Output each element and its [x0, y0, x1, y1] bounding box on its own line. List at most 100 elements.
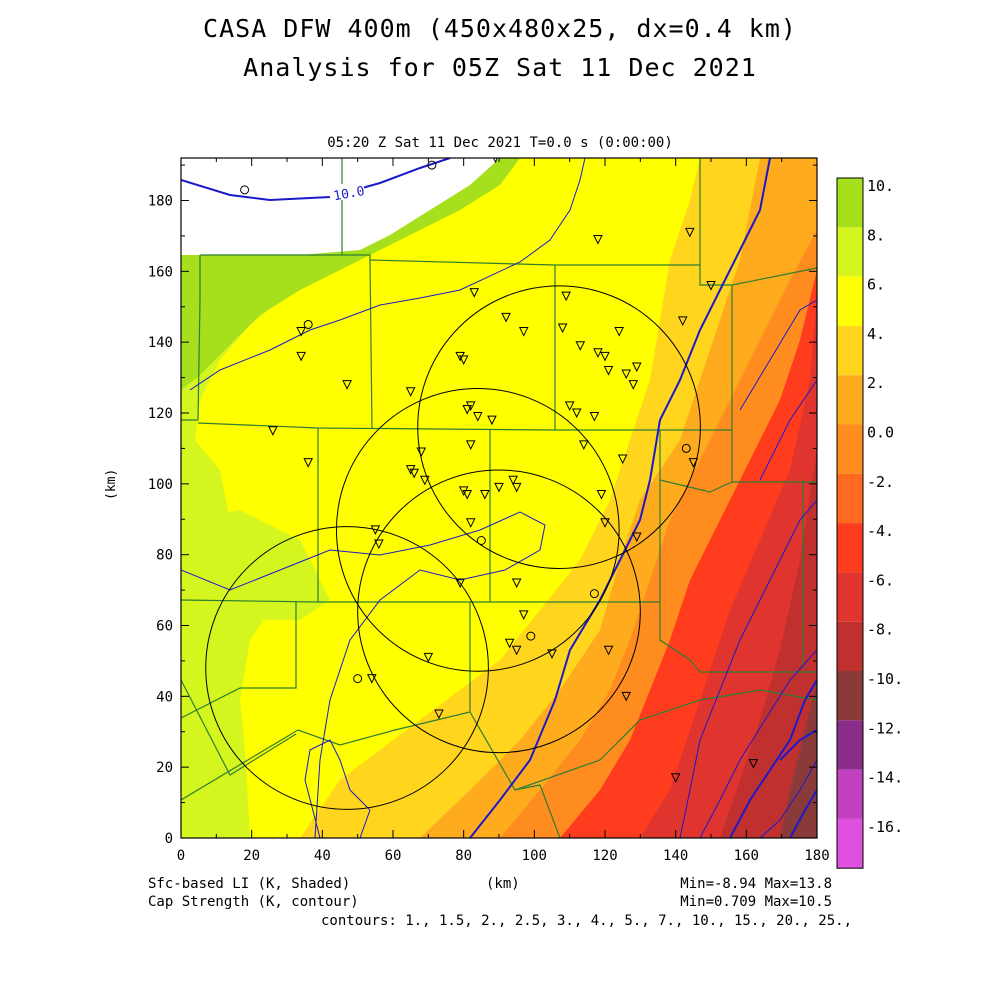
station-triangle	[564, 401, 575, 412]
station-triangle	[303, 458, 314, 468]
station-triangle	[511, 482, 522, 493]
station-triangle	[596, 489, 607, 500]
x-tick-label: 100	[522, 848, 547, 864]
x-tick-label: 0	[177, 848, 185, 864]
station-triangle	[511, 578, 522, 589]
colorbar-swatch	[837, 621, 863, 671]
y-tick-label: 140	[148, 335, 173, 351]
colorbar-label: -16.	[867, 818, 903, 836]
station-circle	[476, 536, 486, 545]
y-axis-label: (km)	[104, 468, 119, 500]
station-triangle	[578, 440, 589, 450]
radar-ring	[335, 388, 620, 672]
station-triangle	[465, 440, 476, 450]
colorbar-swatch	[837, 325, 863, 376]
radar-range-rings	[205, 285, 701, 810]
colorbar-label: 2.	[867, 374, 885, 392]
x-tick-label: 20	[243, 848, 260, 864]
x-tick-label: 60	[385, 848, 402, 864]
map-title: CASA DFW 400m (450x480x25, dx=0.4 km)	[203, 14, 797, 43]
station-triangle	[518, 327, 529, 337]
station-triangle	[617, 454, 628, 465]
station-circle	[526, 631, 536, 641]
contour-levels: contours: 1., 1.5, 2., 2.5, 3., 4., 5., …	[320, 913, 852, 929]
station-triangle	[268, 426, 278, 436]
colorbar-swatch	[837, 276, 863, 326]
li-band-10	[181, 158, 500, 255]
colorbar-swatch	[837, 572, 863, 622]
colorbar-label: 8.	[867, 226, 885, 244]
station-circle	[589, 589, 599, 599]
y-tick-label: 180	[148, 194, 173, 210]
shaded-field	[181, 158, 817, 838]
li-band-m10	[780, 680, 817, 838]
y-tick-label: 0	[165, 831, 173, 847]
station-triangle	[458, 355, 469, 365]
colorbar-swatch	[837, 671, 863, 721]
colorbar-label: -10.	[867, 670, 903, 688]
station-triangle	[423, 652, 434, 663]
station-triangle	[547, 649, 557, 659]
station-triangle	[501, 312, 511, 323]
station-triangle	[419, 475, 430, 486]
colorbar-label: 0.0	[867, 424, 894, 442]
colorbar: 10. 8. 6. 4. 2. 0.0 -2. -4. -6. -8. -10. -12. -14. -1…	[836, 177, 903, 869]
contour-stats: Min=0.709 Max=10.5	[680, 894, 832, 910]
x-tick-label: 140	[663, 848, 688, 864]
x-axis-label: (km)	[486, 876, 520, 892]
contour-label: 10.0	[332, 184, 365, 204]
station-triangle	[621, 369, 632, 380]
station-circle	[303, 319, 313, 329]
station-triangle	[593, 234, 603, 245]
colorbar-label: -14.	[867, 769, 903, 787]
station-triangle	[374, 539, 384, 550]
station-triangle	[416, 447, 427, 458]
station-circle	[353, 674, 363, 684]
station-circle	[681, 443, 691, 453]
colorbar-label: -8.	[867, 621, 894, 639]
station-triangle	[603, 645, 614, 656]
colorbar-swatch	[837, 178, 863, 228]
station-triangle	[494, 482, 504, 493]
colorbar-frame	[836, 177, 864, 869]
station-triangle	[508, 475, 518, 486]
station-triangle	[455, 578, 465, 589]
colorbar-label: -2.	[867, 473, 894, 491]
station-triangle	[465, 518, 476, 528]
station-triangle	[472, 412, 483, 422]
station-triangle	[677, 316, 688, 327]
station-triangle	[589, 412, 600, 422]
station-triangle	[511, 645, 522, 656]
station-triangle	[631, 532, 642, 543]
station-triangle	[518, 610, 529, 620]
station-triangle	[628, 380, 639, 390]
station-triangle	[621, 691, 632, 702]
station-triangle	[405, 387, 416, 397]
station-triangle	[614, 327, 624, 337]
y-tick-label: 20	[156, 760, 173, 776]
x-tick-label: 40	[314, 848, 331, 864]
colorbar-label: 4.	[867, 325, 885, 343]
y-tick-label: 40	[156, 689, 173, 705]
station-triangle	[296, 351, 306, 362]
station-triangle	[409, 468, 420, 479]
colorbar-swatch	[837, 818, 863, 869]
colorbar-label: -6.	[867, 571, 894, 589]
station-triangle	[296, 327, 306, 337]
colorbar-label: 6.	[867, 276, 885, 294]
colorbar-swatch	[837, 523, 863, 573]
x-tick-label: 160	[734, 848, 759, 864]
radar-ring	[417, 285, 701, 569]
x-tick-label: 80	[455, 848, 472, 864]
station-triangle	[487, 415, 497, 426]
station-circle	[240, 185, 250, 195]
axis-ticks	[180, 158, 818, 839]
station-triangle	[670, 773, 681, 783]
time-label: 05:20 Z Sat 11 Dec 2021 T=0.0 s (0:00:00…	[327, 135, 673, 151]
station-triangle	[434, 709, 444, 720]
station-triangle	[462, 404, 473, 415]
station-triangle	[469, 288, 480, 298]
colorbar-label: -12.	[867, 719, 903, 737]
station-triangle	[370, 525, 381, 535]
